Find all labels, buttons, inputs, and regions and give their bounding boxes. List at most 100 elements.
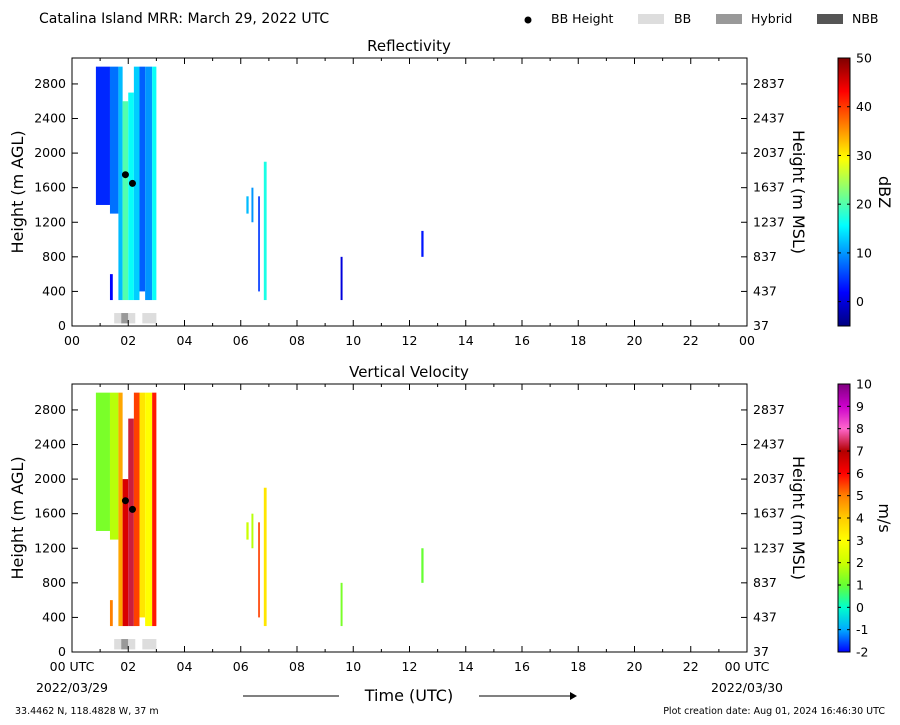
velocity-echo-cell bbox=[122, 479, 129, 627]
velocity-ytick-label-left: 2000 bbox=[34, 471, 66, 486]
velocity-echo-cell bbox=[152, 392, 157, 627]
velocity-bb-type-segment bbox=[142, 639, 157, 650]
velocity-xtick-label: 16 bbox=[514, 659, 530, 674]
reflectivity-echo-cell bbox=[421, 230, 424, 257]
reflectivity-bb-type-segment bbox=[128, 313, 136, 324]
reflectivity-echo-cell bbox=[109, 274, 113, 301]
velocity-echo-cell bbox=[263, 487, 267, 627]
velocity-ytick-label-right: 1637 bbox=[753, 506, 785, 521]
velocity-colorbar-tick-label: 8 bbox=[856, 421, 864, 436]
velocity-bb-height-point bbox=[121, 497, 129, 505]
reflectivity-xtick-label: 00 bbox=[739, 333, 755, 348]
reflectivity-colorbar-tick-label: 10 bbox=[856, 245, 872, 260]
velocity-ytick-label-left: 400 bbox=[42, 609, 66, 624]
reflectivity-echo-cell bbox=[133, 66, 140, 301]
velocity-ylabel-right: Height (m MSL) bbox=[789, 456, 808, 580]
reflectivity-echo-cell bbox=[139, 66, 146, 292]
reflectivity-bb-height-points bbox=[121, 171, 136, 187]
reflectivity-colorbar-tick-label: 50 bbox=[856, 51, 872, 66]
reflectivity-ytick-label-right: 837 bbox=[753, 249, 777, 264]
velocity-ylabel-left: Height (m AGL) bbox=[8, 456, 27, 579]
velocity-ytick-label-left: 2800 bbox=[34, 402, 66, 417]
velocity-ytick-label-right: 2037 bbox=[753, 471, 785, 486]
velocity-ytick-label-right: 37 bbox=[753, 644, 769, 659]
velocity-ytick-label-left: 0 bbox=[58, 644, 66, 659]
reflectivity-plot-frame bbox=[71, 57, 748, 327]
velocity-ytick-label-right: 2837 bbox=[753, 402, 785, 417]
reflectivity-ytick-label-left: 0 bbox=[58, 318, 66, 333]
reflectivity-colorbar-tick-label: 40 bbox=[856, 99, 872, 114]
reflectivity-xtick-label: 20 bbox=[627, 333, 643, 348]
velocity-colorbar-tick-label: 3 bbox=[856, 533, 864, 548]
reflectivity-echo-cells bbox=[95, 66, 424, 301]
legend-bb-height-marker bbox=[524, 16, 532, 24]
velocity-xtick-label: 22 bbox=[683, 659, 699, 674]
reflectivity-echo-cell bbox=[258, 196, 260, 292]
start-date-label: 2022/03/29 bbox=[36, 680, 108, 695]
velocity-xtick-label: 08 bbox=[289, 659, 305, 674]
velocity-ytick-label-right: 837 bbox=[753, 575, 777, 590]
plot-creation-date: Plot creation date: Aug 01, 2024 16:46:3… bbox=[663, 706, 885, 717]
velocity-bb-type-segment bbox=[128, 639, 136, 650]
reflectivity-ytick-label-left: 1600 bbox=[34, 180, 66, 195]
velocity-ytick-label-left: 2400 bbox=[34, 437, 66, 452]
velocity-ytick-label-right: 2437 bbox=[753, 437, 785, 452]
reflectivity-xtick-label: 18 bbox=[570, 333, 586, 348]
reflectivity-ytick-label-right: 2437 bbox=[753, 111, 785, 126]
legend-hybrid-swatch bbox=[716, 14, 742, 24]
velocity-echo-cells bbox=[95, 392, 424, 627]
reflectivity-bb-height-point bbox=[128, 179, 136, 187]
reflectivity-echo-cell bbox=[145, 66, 153, 301]
reflectivity-echo-cell bbox=[109, 66, 119, 214]
reflectivity-colorbar-label: dBZ bbox=[875, 176, 894, 208]
velocity-xtick-label: 02 bbox=[120, 659, 136, 674]
reflectivity-echo-cell bbox=[251, 187, 254, 223]
velocity-bb-type-segment bbox=[114, 639, 122, 650]
reflectivity-echo-cell bbox=[263, 161, 267, 301]
station-coordinates: 33.4462 N, 118.4828 W, 37 m bbox=[15, 706, 159, 717]
velocity-echo-cell bbox=[246, 522, 249, 540]
velocity-bb-height-point bbox=[128, 505, 136, 513]
reflectivity-bb-type-bar bbox=[114, 313, 157, 324]
reflectivity-echo-cell bbox=[152, 66, 157, 301]
velocity-echo-cell bbox=[340, 582, 343, 627]
reflectivity-xtick-label: 08 bbox=[289, 333, 305, 348]
legend-nbb-swatch bbox=[817, 14, 843, 24]
reflectivity-bb-type-segment bbox=[142, 313, 157, 324]
reflectivity-xtick-label: 02 bbox=[120, 333, 136, 348]
velocity-title: Vertical Velocity bbox=[349, 363, 469, 381]
velocity-colorbar-tick-label: 7 bbox=[856, 444, 864, 459]
reflectivity-xtick-label: 00 bbox=[64, 333, 80, 348]
velocity-xtick-label: 00 UTC bbox=[725, 659, 770, 674]
velocity-xtick-label: 18 bbox=[570, 659, 586, 674]
velocity-colorbar-tick-label: 10 bbox=[856, 377, 872, 392]
reflectivity-ytick-label-right: 1637 bbox=[753, 180, 785, 195]
reflectivity-xtick-label: 12 bbox=[402, 333, 418, 348]
velocity-bb-height-points bbox=[121, 497, 136, 513]
velocity-colorbar-tick-label: -1 bbox=[856, 622, 868, 637]
reflectivity-ytick-label-right: 437 bbox=[753, 283, 777, 298]
reflectivity-ylabel-left: Height (m AGL) bbox=[8, 130, 27, 253]
velocity-echo-cell bbox=[145, 392, 153, 627]
legend-nbb-label: NBB bbox=[852, 11, 879, 26]
velocity-echo-cell bbox=[421, 548, 424, 583]
reflectivity-bb-type-segment bbox=[114, 313, 122, 324]
reflectivity-colorbar bbox=[837, 57, 851, 327]
velocity-colorbar-tick-label: 2 bbox=[856, 555, 864, 570]
reflectivity-ytick-label-right: 1237 bbox=[753, 214, 785, 229]
reflectivity-echo-cell bbox=[340, 256, 343, 301]
reflectivity-xtick-label: 22 bbox=[683, 333, 699, 348]
reflectivity-echo-cell bbox=[118, 66, 123, 301]
time-arrow-head bbox=[570, 692, 577, 700]
velocity-colorbar-tick-label: 9 bbox=[856, 399, 864, 414]
velocity-echo-cell bbox=[95, 392, 110, 531]
reflectivity-bb-height-point bbox=[121, 171, 129, 179]
velocity-colorbar-tick-label: 0 bbox=[856, 600, 864, 615]
velocity-colorbar-tick-label: -2 bbox=[856, 645, 868, 660]
reflectivity-ytick-label-left: 1200 bbox=[34, 214, 66, 229]
velocity-xtick-label: 04 bbox=[177, 659, 193, 674]
reflectivity-echo-cell bbox=[128, 92, 134, 301]
velocity-ytick-label-right: 1237 bbox=[753, 540, 785, 555]
reflectivity-xtick-label: 16 bbox=[514, 333, 530, 348]
